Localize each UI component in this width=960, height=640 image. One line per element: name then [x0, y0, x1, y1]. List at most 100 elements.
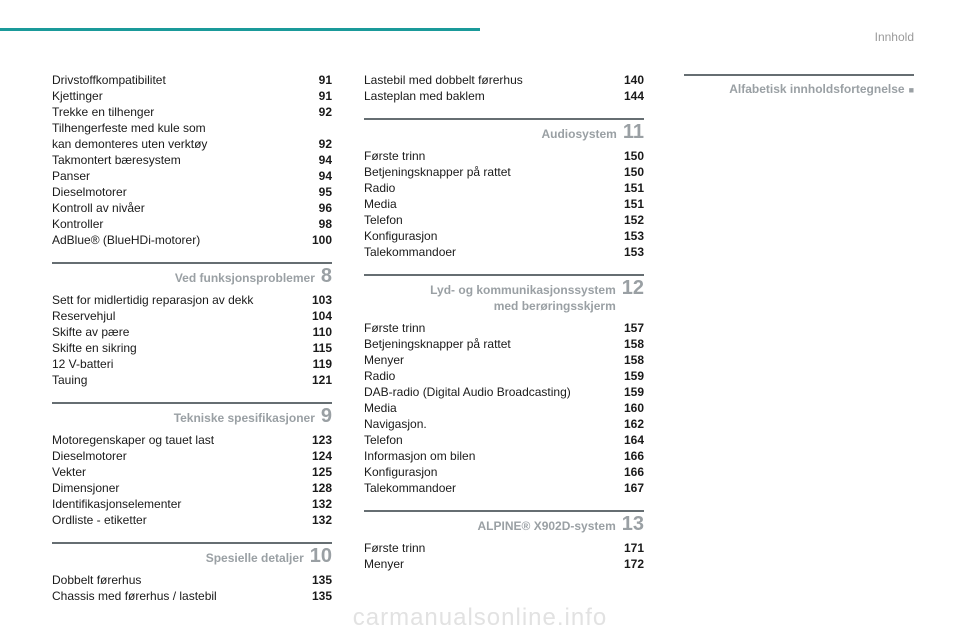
- right-index-box: Alfabetisk innholdsfortegnelse■: [684, 74, 914, 96]
- toc-label: Panser: [52, 168, 302, 184]
- block-a1: Drivstoffkompatibilitet91 Kjettinger91 T…: [52, 72, 332, 248]
- column-a: Drivstoffkompatibilitet91 Kjettinger91 T…: [52, 72, 332, 604]
- toc-row: Informasjon om bilen166: [364, 448, 644, 464]
- toc-label: Konfigurasjon: [364, 464, 614, 480]
- toc-page: 100: [302, 232, 332, 248]
- toc-row: Første trinn150: [364, 148, 644, 164]
- toc-label: Lastebil med dobbelt førerhus: [364, 72, 614, 88]
- section-9-header: Tekniske spesifikasjoner 9: [52, 402, 332, 426]
- toc-row: Skifte av pære110: [52, 324, 332, 340]
- toc-label: Lasteplan med baklem: [364, 88, 614, 104]
- toc-page: 95: [302, 184, 332, 200]
- toc-label: Første trinn: [364, 320, 614, 336]
- toc-label: Første trinn: [364, 148, 614, 164]
- watermark: carmanualsonline.info: [0, 604, 960, 632]
- toc-page: 128: [302, 480, 332, 496]
- toc-page: 98: [302, 216, 332, 232]
- section-11-header: Audiosystem 11: [364, 118, 644, 142]
- divider-line: [52, 402, 332, 404]
- section-name: Ved funksjonsproblemer: [175, 270, 315, 286]
- toc-row: Konfigurasjon166: [364, 464, 644, 480]
- toc-row: Betjeningsknapper på rattet158: [364, 336, 644, 352]
- block-b1: Lastebil med dobbelt førerhus140 Lastepl…: [364, 72, 644, 104]
- divider-line: [684, 74, 914, 76]
- toc-label: Trekke en tilhenger: [52, 104, 302, 120]
- toc-row: Telefon152: [364, 212, 644, 228]
- toc-label: Ordliste - etiketter: [52, 512, 302, 528]
- toc-row: Reservehjul104: [52, 308, 332, 324]
- section-name: Tekniske spesifikasjoner: [174, 410, 315, 426]
- toc-label: Tauing: [52, 372, 302, 388]
- index-title: Alfabetisk innholdsfortegnelse■: [684, 82, 914, 96]
- toc-label: Drivstoffkompatibilitet: [52, 72, 302, 88]
- toc-row: Skifte en sikring115: [52, 340, 332, 356]
- section-13-header: ALPINE® X902D-system 13: [364, 510, 644, 534]
- toc-row: Lastebil med dobbelt førerhus140: [364, 72, 644, 88]
- section-name-line2: med berøringsskjerm: [494, 298, 616, 314]
- toc-label: Motoregenskaper og tauet last: [52, 432, 302, 448]
- toc-label: Skifte en sikring: [52, 340, 302, 356]
- section-number: 8: [321, 268, 332, 284]
- divider-line: [52, 262, 332, 264]
- section-number: 10: [310, 548, 332, 564]
- toc-page: 103: [302, 292, 332, 308]
- toc-page: 115: [302, 340, 332, 356]
- toc-row: Kontroller98: [52, 216, 332, 232]
- toc-row: AdBlue® (BlueHDi-motorer)100: [52, 232, 332, 248]
- toc-page: 171: [614, 540, 644, 556]
- toc-row: Betjeningsknapper på rattet150: [364, 164, 644, 180]
- toc-row: Første trinn157: [364, 320, 644, 336]
- toc-page: 124: [302, 448, 332, 464]
- section-name: ALPINE® X902D-system: [478, 518, 616, 534]
- toc-page: 167: [614, 480, 644, 496]
- toc-row: DAB-radio (Digital Audio Broadcasting)15…: [364, 384, 644, 400]
- toc-page: 166: [614, 448, 644, 464]
- section-number: 12: [622, 280, 644, 296]
- toc-label: Chassis med førerhus / lastebil: [52, 588, 302, 604]
- section-12-header: Lyd- og kommunikasjonssystem 12 med berø…: [364, 274, 644, 314]
- toc-page: 123: [302, 432, 332, 448]
- toc-label: AdBlue® (BlueHDi-motorer): [52, 232, 302, 248]
- toc-row: Dimensjoner128: [52, 480, 332, 496]
- toc-label: Dieselmotorer: [52, 184, 302, 200]
- section-title: ALPINE® X902D-system 13: [364, 516, 644, 534]
- toc-row: Radio159: [364, 368, 644, 384]
- toc-row: Sett for midlertidig reparasjon av dekk1…: [52, 292, 332, 308]
- toc-label: Betjeningsknapper på rattet: [364, 164, 614, 180]
- toc-label: Betjeningsknapper på rattet: [364, 336, 614, 352]
- toc-page: 94: [302, 152, 332, 168]
- toc-label: Første trinn: [364, 540, 614, 556]
- block-a2: Sett for midlertidig reparasjon av dekk1…: [52, 292, 332, 388]
- toc-page: 119: [302, 356, 332, 372]
- toc-row: kan demonteres uten verktøy92: [52, 136, 332, 152]
- toc-page: 162: [614, 416, 644, 432]
- toc-label: Dimensjoner: [52, 480, 302, 496]
- section-10-header: Spesielle detaljer 10: [52, 542, 332, 566]
- toc-row: Takmontert bæresystem94: [52, 152, 332, 168]
- toc-page: 164: [614, 432, 644, 448]
- toc-page: 160: [614, 400, 644, 416]
- toc-page: [302, 120, 332, 136]
- toc-row: Trekke en tilhenger92: [52, 104, 332, 120]
- toc-label: Telefon: [364, 432, 614, 448]
- toc-row: Motoregenskaper og tauet last123: [52, 432, 332, 448]
- toc-row: Talekommandoer167: [364, 480, 644, 496]
- toc-row: Tilhengerfeste med kule som: [52, 120, 332, 136]
- toc-label: Kontroller: [52, 216, 302, 232]
- toc-row: Menyer158: [364, 352, 644, 368]
- toc-page: 159: [614, 384, 644, 400]
- toc-label: kan demonteres uten verktøy: [52, 136, 302, 152]
- block-b3: Første trinn157 Betjeningsknapper på rat…: [364, 320, 644, 496]
- block-b2: Første trinn150 Betjeningsknapper på rat…: [364, 148, 644, 260]
- toc-page: 153: [614, 228, 644, 244]
- toc-row: Menyer172: [364, 556, 644, 572]
- toc-label: Dieselmotorer: [52, 448, 302, 464]
- toc-label: DAB-radio (Digital Audio Broadcasting): [364, 384, 614, 400]
- divider-line: [52, 542, 332, 544]
- toc-page: 151: [614, 180, 644, 196]
- toc-label: Reservehjul: [52, 308, 302, 324]
- section-title: Spesielle detaljer 10: [52, 548, 332, 566]
- section-title: Ved funksjonsproblemer 8: [52, 268, 332, 286]
- toc-row: Lasteplan med baklem144: [364, 88, 644, 104]
- toc-page: 151: [614, 196, 644, 212]
